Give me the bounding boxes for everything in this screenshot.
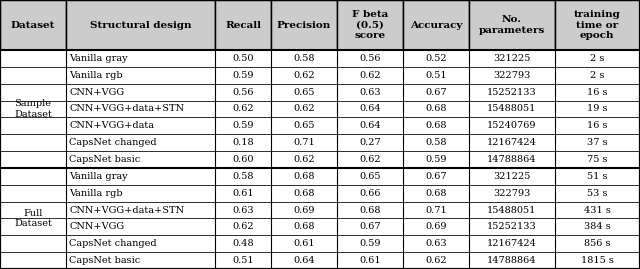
Bar (555, 0, 640, 50)
Text: Dataset: Dataset (11, 20, 55, 30)
Text: Vanilla rgb: Vanilla rgb (69, 71, 123, 80)
Bar (555, 67, 640, 84)
Bar (469, 151, 555, 168)
Bar (337, 185, 403, 201)
Bar (555, 151, 640, 168)
Text: CapsNet basic: CapsNet basic (69, 155, 140, 164)
Bar (271, 168, 337, 185)
Text: 0.63: 0.63 (232, 206, 254, 215)
Bar (337, 84, 403, 101)
Bar (271, 67, 337, 84)
Text: 321225: 321225 (493, 172, 531, 181)
Text: 0.51: 0.51 (426, 71, 447, 80)
Text: 0.69: 0.69 (293, 206, 315, 215)
Text: Accuracy: Accuracy (410, 20, 463, 30)
Text: 0.65: 0.65 (360, 172, 381, 181)
Bar (469, 101, 555, 117)
Text: CNN+VGG: CNN+VGG (69, 88, 124, 97)
Bar (216, 252, 271, 269)
Bar (555, 134, 640, 151)
Text: 0.62: 0.62 (293, 71, 315, 80)
Bar (337, 151, 403, 168)
Text: Full
Dataset: Full Dataset (14, 209, 52, 228)
Text: 14788864: 14788864 (487, 155, 537, 164)
Bar (555, 50, 640, 67)
Text: Vanilla gray: Vanilla gray (69, 172, 128, 181)
Bar (216, 185, 271, 201)
Text: 15252133: 15252133 (487, 88, 537, 97)
Text: F beta
(0.5)
score: F beta (0.5) score (352, 10, 388, 40)
Text: 0.61: 0.61 (359, 256, 381, 265)
Text: 0.62: 0.62 (426, 256, 447, 265)
Text: 0.61: 0.61 (293, 239, 315, 248)
Bar (216, 101, 271, 117)
Bar (0, 0, 66, 50)
Bar (337, 50, 403, 67)
Bar (0, 235, 66, 252)
Text: 0.64: 0.64 (359, 121, 381, 130)
Text: 37 s: 37 s (587, 138, 607, 147)
Bar (555, 168, 640, 185)
Bar (0, 252, 66, 269)
Text: 0.68: 0.68 (293, 189, 315, 198)
Text: 0.48: 0.48 (232, 239, 254, 248)
Bar (403, 84, 469, 101)
Bar (66, 218, 216, 235)
Text: 0.64: 0.64 (293, 256, 315, 265)
Bar (271, 252, 337, 269)
Bar (271, 201, 337, 218)
Bar (66, 252, 216, 269)
Text: 0.71: 0.71 (426, 206, 447, 215)
Text: 0.68: 0.68 (426, 104, 447, 114)
Bar (403, 201, 469, 218)
Text: 16 s: 16 s (587, 88, 607, 97)
Text: 2 s: 2 s (590, 54, 605, 63)
Text: Vanilla rgb: Vanilla rgb (69, 189, 123, 198)
Text: 0.62: 0.62 (359, 71, 381, 80)
Text: Sample
Dataset: Sample Dataset (14, 99, 52, 119)
Bar (216, 134, 271, 151)
Bar (66, 50, 216, 67)
Bar (66, 185, 216, 201)
Text: 15488051: 15488051 (487, 104, 537, 114)
Text: 0.66: 0.66 (360, 189, 381, 198)
Bar (403, 235, 469, 252)
Text: 0.51: 0.51 (232, 256, 254, 265)
Bar (337, 117, 403, 134)
Text: 0.68: 0.68 (426, 121, 447, 130)
Text: 53 s: 53 s (587, 189, 607, 198)
Bar (216, 218, 271, 235)
Text: 0.59: 0.59 (426, 155, 447, 164)
Text: 0.68: 0.68 (360, 206, 381, 215)
Text: 0.59: 0.59 (232, 71, 254, 80)
Text: 14788864: 14788864 (487, 256, 537, 265)
Text: CNN+VGG+data+STN: CNN+VGG+data+STN (69, 104, 184, 114)
Bar (337, 218, 403, 235)
Text: 0.27: 0.27 (359, 138, 381, 147)
Bar (403, 101, 469, 117)
Bar (0, 117, 66, 134)
Text: 0.60: 0.60 (232, 155, 254, 164)
Bar (555, 185, 640, 201)
Text: Precision: Precision (277, 20, 331, 30)
Bar (403, 185, 469, 201)
Bar (337, 252, 403, 269)
Bar (271, 101, 337, 117)
Bar (216, 235, 271, 252)
Text: Structural design: Structural design (90, 20, 191, 30)
Bar (66, 235, 216, 252)
Bar (555, 84, 640, 101)
Bar (216, 84, 271, 101)
Bar (271, 50, 337, 67)
Text: 0.63: 0.63 (359, 88, 381, 97)
Bar (216, 117, 271, 134)
Bar (469, 67, 555, 84)
Bar (0, 201, 66, 218)
Bar (271, 151, 337, 168)
Bar (469, 134, 555, 151)
Bar (555, 252, 640, 269)
Bar (469, 252, 555, 269)
Text: CNN+VGG+data+STN: CNN+VGG+data+STN (69, 206, 184, 215)
Text: 51 s: 51 s (587, 172, 607, 181)
Bar (469, 0, 555, 50)
